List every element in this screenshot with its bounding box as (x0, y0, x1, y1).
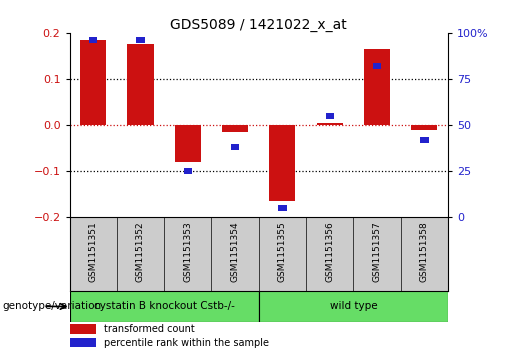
Bar (70, 338, 96, 347)
Bar (183, 168, 192, 174)
Bar (128, 44, 153, 125)
Title: GDS5089 / 1421022_x_at: GDS5089 / 1421022_x_at (170, 18, 347, 32)
Text: GSM1151354: GSM1151354 (231, 221, 239, 282)
Text: GSM1151353: GSM1151353 (183, 221, 192, 282)
Bar (222, 125, 248, 132)
Text: percentile rank within the sample: percentile rank within the sample (104, 338, 269, 348)
Text: GSM1151355: GSM1151355 (278, 221, 287, 282)
Bar (259, 291, 448, 322)
Text: GSM1151351: GSM1151351 (89, 221, 98, 282)
Bar (364, 49, 390, 125)
Bar (89, 37, 97, 43)
Bar (269, 125, 296, 201)
Text: GSM1151356: GSM1151356 (325, 221, 334, 282)
Text: GSM1151357: GSM1151357 (372, 221, 382, 282)
Bar (411, 125, 437, 130)
Bar (231, 144, 239, 150)
Text: genotype/variation: genotype/variation (3, 301, 101, 311)
Bar (420, 137, 428, 143)
Text: wild type: wild type (330, 301, 377, 311)
Text: cystatin B knockout Cstb-/-: cystatin B knockout Cstb-/- (94, 301, 235, 311)
Bar (70, 291, 259, 322)
Bar (373, 63, 381, 69)
Text: transformed count: transformed count (104, 324, 194, 334)
Text: GSM1151358: GSM1151358 (420, 221, 429, 282)
Bar (325, 113, 334, 119)
Bar (136, 37, 145, 43)
Bar (70, 325, 96, 334)
Bar (317, 123, 343, 125)
Bar (175, 125, 201, 162)
Bar (80, 40, 106, 125)
Bar (278, 205, 287, 211)
Text: GSM1151352: GSM1151352 (136, 221, 145, 282)
